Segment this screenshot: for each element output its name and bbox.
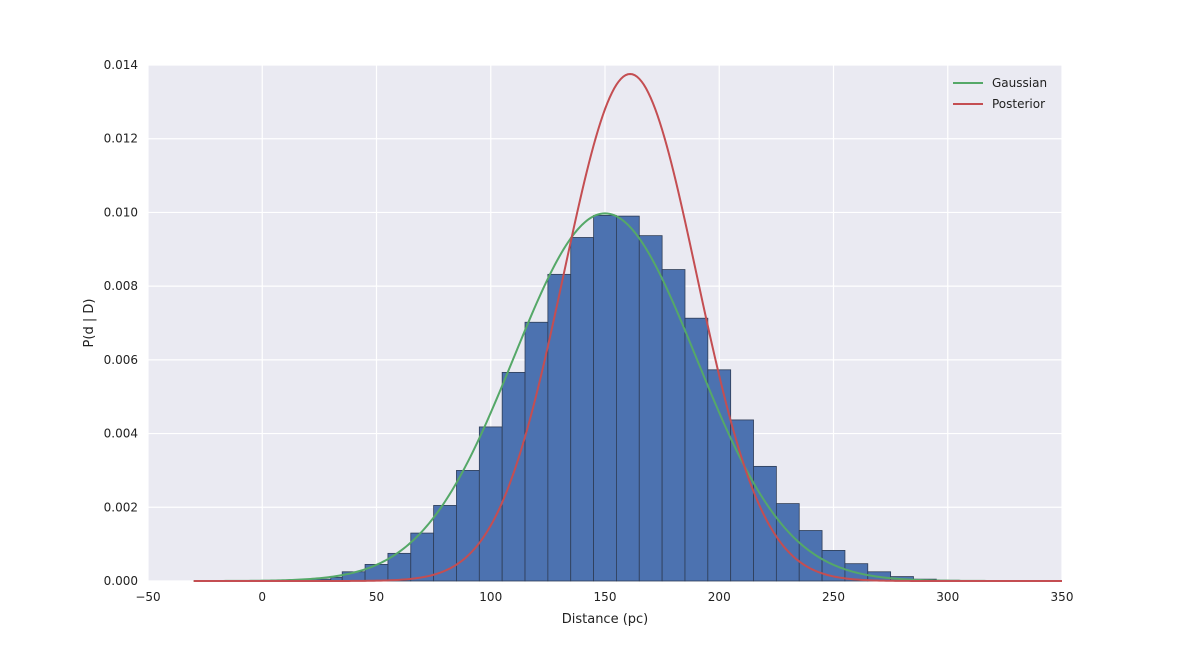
x-axis-label: Distance (pc) [562,612,649,627]
x-tick-label: −50 [135,590,160,604]
y-tick-label: 0.000 [104,574,138,588]
legend: Gaussian Posterior [953,76,1047,111]
histogram-bar-25 [753,465,777,582]
histogram-bar-27 [798,530,823,582]
histogram-bar-14 [501,371,526,582]
histogram-bar-17 [570,237,594,582]
y-tick-label: 0.012 [104,132,138,146]
y-axis-label: P(d | D) [82,299,97,348]
histogram-bar-12 [456,470,480,582]
histogram-bar-20 [638,235,663,582]
histogram-bar-21 [661,269,686,582]
series-line-posterior [193,72,1062,582]
histogram-bars [261,214,983,582]
y-tick-label: 0.004 [104,427,138,441]
histogram-bar-16 [547,273,572,582]
histogram-bar-23 [707,369,732,582]
histogram-bar-13 [478,426,503,582]
y-axis-ticks: 0.000 0.002 0.004 0.006 0.008 0.010 0.012 0.014 [104,58,138,588]
histogram-bar-19 [616,215,640,582]
histogram-bar-8 [364,564,389,582]
series-line-gaussian [193,212,1062,582]
x-tick-label: 0 [258,590,266,604]
histogram-bar-18 [593,214,617,582]
x-tick-label: 100 [479,590,502,604]
series-lines [193,72,1062,582]
x-tick-label: 50 [369,590,384,604]
x-tick-label: 300 [936,590,959,604]
x-tick-label: 350 [1051,590,1074,604]
y-tick-label: 0.014 [104,58,138,72]
y-tick-label: 0.010 [104,205,138,219]
x-tick-label: 250 [822,590,845,604]
x-tick-label: 150 [594,590,617,604]
x-tick-label: 200 [708,590,731,604]
y-tick-label: 0.006 [104,353,138,367]
legend-label-posterior: Posterior [992,97,1045,111]
legend-label-gaussian: Gaussian [992,76,1047,90]
x-axis-ticks: −50 0 50 100 150 200 250 300 350 [135,590,1073,604]
y-tick-label: 0.002 [104,500,138,514]
y-tick-label: 0.008 [104,279,138,293]
